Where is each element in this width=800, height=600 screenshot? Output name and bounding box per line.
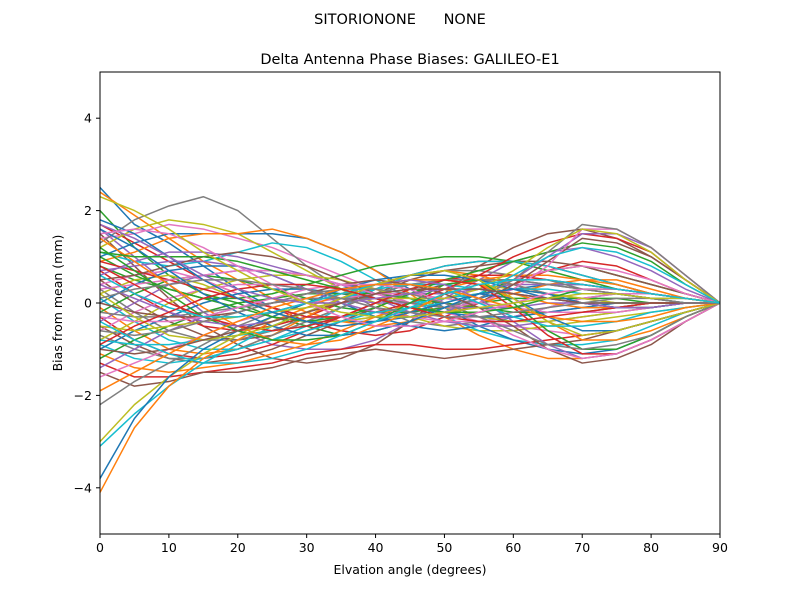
series-line-69 — [99, 196, 721, 318]
figure-suptitle: SITORIONONE NONE — [314, 12, 486, 28]
y-tick-label: 0 — [84, 296, 92, 311]
series-line-40 — [99, 283, 720, 447]
series-line-70 — [99, 279, 721, 364]
x-tick-label: 40 — [368, 540, 384, 555]
y-axis-ticks: −4 −2 0 2 4 — [74, 111, 100, 495]
series-layer — [99, 186, 721, 493]
y-tick-label: 4 — [84, 111, 92, 126]
x-tick-label: 20 — [230, 540, 246, 555]
x-axis-ticks: 0 10 20 30 40 50 60 70 80 90 — [96, 534, 728, 555]
chart-title: Delta Antenna Phase Biases: GALILEO-E1 — [260, 52, 559, 68]
y-tick-label: −4 — [74, 480, 92, 495]
x-tick-label: 60 — [505, 540, 521, 555]
series-line-68 — [99, 279, 720, 318]
series-line-66 — [99, 288, 720, 355]
series-line-65 — [99, 223, 720, 309]
y-axis-label: Bias from mean (mm) — [50, 235, 65, 372]
x-axis-label: Elvation angle (degrees) — [333, 562, 486, 577]
x-tick-label: 0 — [96, 540, 104, 555]
x-tick-label: 90 — [712, 540, 728, 555]
x-tick-label: 50 — [436, 540, 452, 555]
x-tick-label: 30 — [299, 540, 315, 555]
x-tick-label: 80 — [643, 540, 659, 555]
y-tick-label: 2 — [84, 203, 92, 218]
series-line-62 — [99, 283, 721, 392]
y-tick-label: −2 — [74, 388, 92, 403]
x-tick-label: 70 — [574, 540, 590, 555]
x-tick-label: 10 — [161, 540, 177, 555]
